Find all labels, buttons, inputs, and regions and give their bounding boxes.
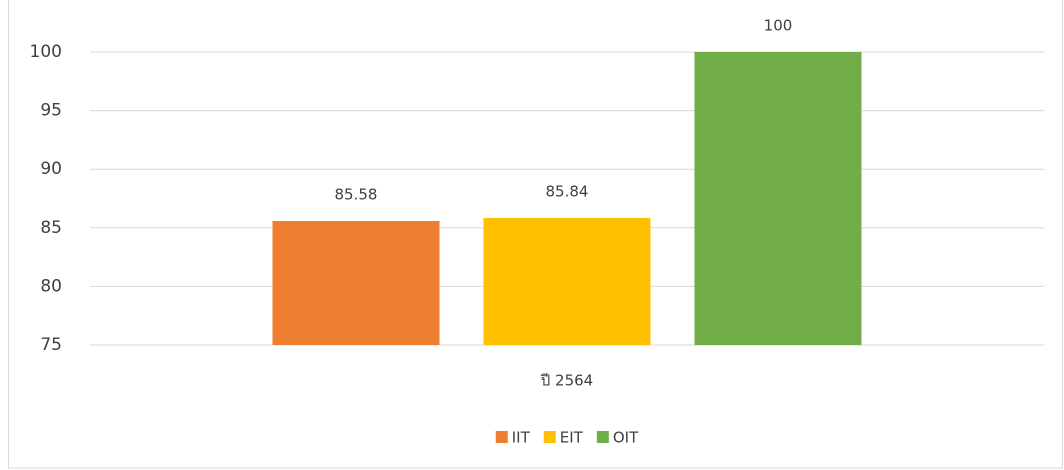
y-tick-label: 100 <box>30 42 62 62</box>
y-tick-label: 90 <box>40 159 62 179</box>
x-tick-label: ปี 2564 <box>540 372 593 390</box>
legend-label: IIT <box>512 429 531 447</box>
legend-label: EIT <box>560 429 584 447</box>
bar <box>483 217 651 345</box>
legend-swatch <box>596 431 609 443</box>
bar <box>694 52 862 345</box>
y-tick-label: 95 <box>40 101 62 121</box>
legend-swatch <box>543 431 556 443</box>
y-tick-label: 85 <box>40 218 62 238</box>
bar <box>272 221 440 345</box>
legend-label: OIT <box>613 429 639 447</box>
data-label: 100 <box>764 17 793 35</box>
data-label: 85.84 <box>546 182 589 200</box>
y-tick-label: 75 <box>40 335 62 355</box>
y-tick-label: 80 <box>40 276 62 296</box>
data-label: 85.58 <box>335 186 378 204</box>
legend-swatch <box>495 431 508 443</box>
